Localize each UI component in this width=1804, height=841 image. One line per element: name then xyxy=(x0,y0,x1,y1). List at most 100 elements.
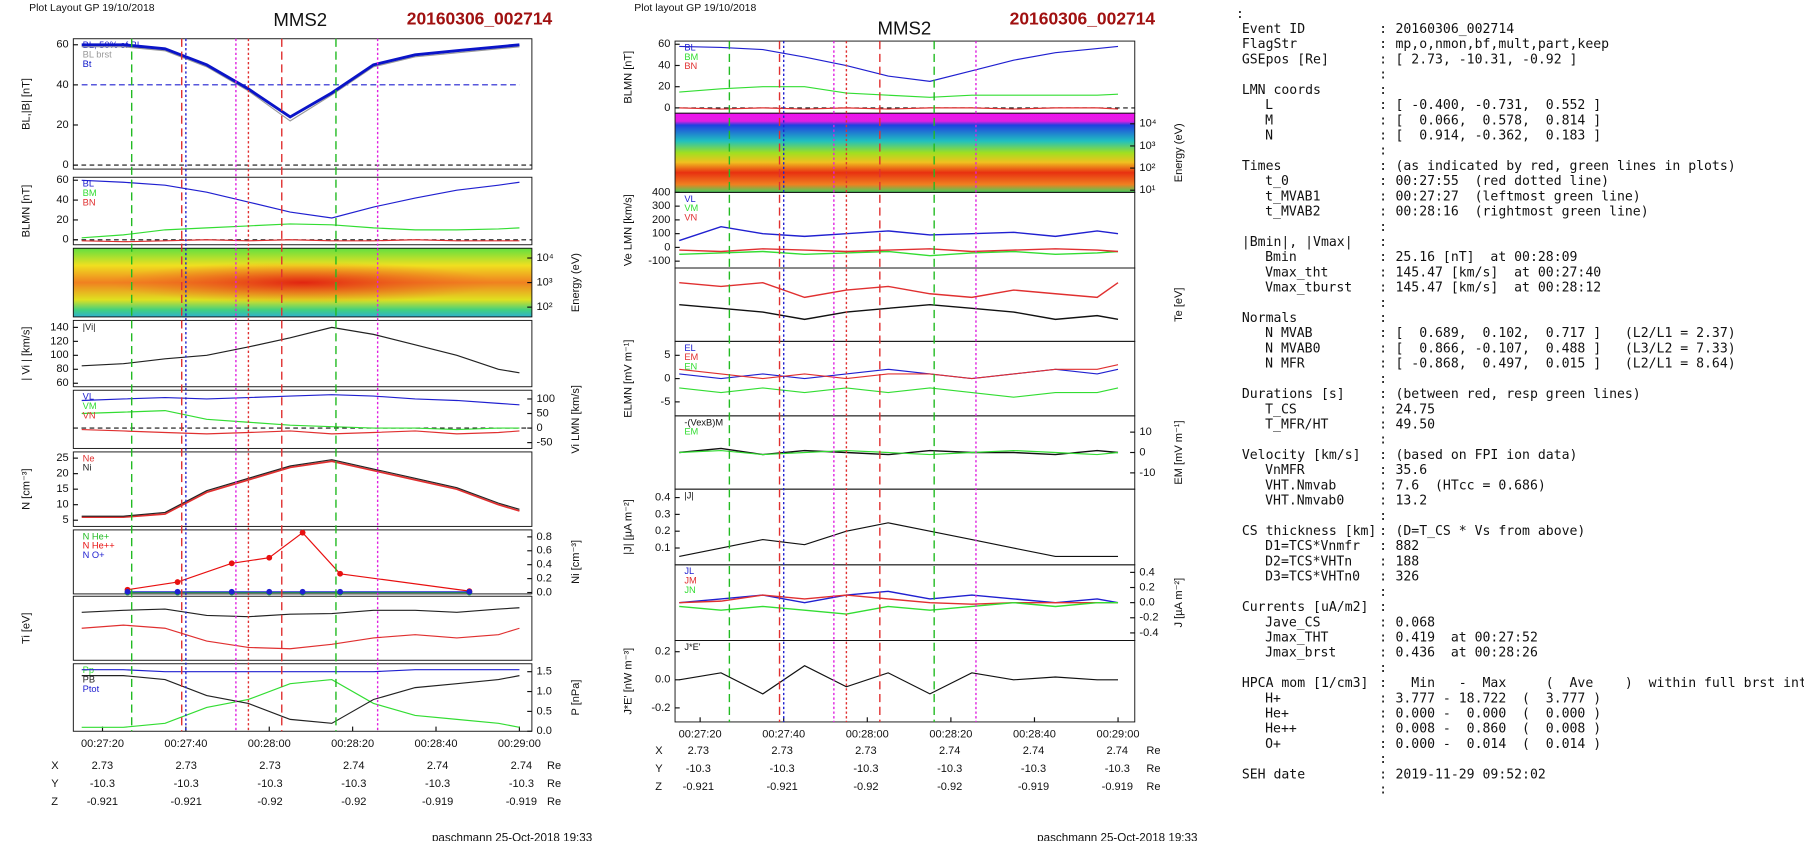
colon: : xyxy=(1379,463,1387,478)
y-tick-label: 0.4 xyxy=(537,559,552,571)
x-tick-label: 00:27:40 xyxy=(762,729,805,741)
eph-value: -0.919 xyxy=(422,796,453,808)
colon: : xyxy=(1379,585,1387,600)
series-line xyxy=(81,394,520,406)
y-tick-label: 400 xyxy=(652,186,670,198)
caption: Plot layout GP 19/10/2018 xyxy=(634,3,756,14)
event-id: 20160306_002714 xyxy=(407,9,553,29)
colon: : xyxy=(1379,737,1387,752)
panel-frame xyxy=(674,340,1136,417)
spectrogram-hot xyxy=(110,261,496,304)
info-key: H+ xyxy=(1265,691,1281,706)
colon: : xyxy=(1379,174,1387,189)
info-key: D2=TCS*VHTn xyxy=(1265,554,1352,569)
y-axis-label: Energy (eV) xyxy=(570,253,582,312)
eph-value: -10.3 xyxy=(90,778,115,790)
y-tick-label: 40 xyxy=(56,194,68,206)
y-axis-label: Te [eV] xyxy=(1173,287,1185,321)
y-axis-label: Ve LMN [km/s] xyxy=(622,194,634,266)
y-tick-label: 0.4 xyxy=(1139,566,1154,578)
x-tick-label: 00:27:40 xyxy=(164,738,207,750)
y-tick-label: 0.2 xyxy=(1139,581,1154,593)
panel-frame xyxy=(674,267,1136,342)
colon: : xyxy=(1379,235,1387,250)
y-axis-label: Energy (eV) xyxy=(1173,123,1185,182)
info-key: CS thickness [km] xyxy=(1242,524,1377,539)
y-tick-label: 0 xyxy=(664,102,670,114)
spectrogram xyxy=(675,113,1135,193)
data-point xyxy=(266,588,273,595)
y-axis-label: BL,|B| [nT] xyxy=(21,78,33,130)
info-value: 2019-11-29 09:52:02 xyxy=(1395,767,1545,782)
info-key: FlagStr xyxy=(1242,37,1297,52)
info-key: T_CS xyxy=(1265,402,1297,417)
series-line xyxy=(679,522,1119,558)
legend-entry: N He++ xyxy=(83,541,115,551)
panel-frame xyxy=(72,529,533,595)
x-tick-label: 00:28:00 xyxy=(846,729,889,741)
series-line xyxy=(679,45,1119,82)
y-tick-label: 100 xyxy=(652,228,670,240)
info-key: SEH date xyxy=(1242,767,1305,782)
info-key: VnMFR xyxy=(1265,463,1305,478)
panel-frame xyxy=(72,595,533,661)
legend-entry: Ptot xyxy=(83,684,100,694)
info-value: 3.777 - 18.722 ( 3.777 ) xyxy=(1395,691,1601,706)
info-key: Event ID xyxy=(1242,22,1305,37)
data-point xyxy=(299,588,306,595)
colon: : xyxy=(1379,250,1387,265)
eph-value: 2.73 xyxy=(771,745,793,757)
y-axis-label: ELMN [mV m⁻¹] xyxy=(622,339,634,417)
y-tick-label: 1.5 xyxy=(537,666,552,678)
info-key: Vmax_tht xyxy=(1265,265,1328,280)
eph-value: 2.74 xyxy=(343,760,365,772)
info-value: 00:27:55 (red dotted line) xyxy=(1395,174,1609,189)
y-tick-label: 20 xyxy=(56,214,68,226)
y-tick-label: 80 xyxy=(56,363,68,375)
eph-value: -10.3 xyxy=(770,763,795,775)
series-line xyxy=(81,678,520,728)
y-tick-label: 0 xyxy=(664,373,670,385)
info-value: 0.419 at 00:27:52 xyxy=(1395,630,1537,645)
x-tick-label: 00:28:00 xyxy=(248,738,291,750)
y-tick-label: 10 xyxy=(1139,426,1151,438)
colon: : xyxy=(1379,646,1387,661)
colon: : xyxy=(1379,281,1387,296)
colon: : xyxy=(1379,189,1387,204)
colon: : xyxy=(1379,661,1387,676)
series-line xyxy=(679,368,1119,380)
info-value: 20160306_002714 xyxy=(1395,22,1514,37)
info-key: L xyxy=(1265,98,1273,113)
colon: : xyxy=(1379,539,1387,554)
legend-entry: BN xyxy=(684,61,697,71)
legend-entry: EM xyxy=(684,427,698,437)
y-axis-label: BLMN [nT] xyxy=(21,185,33,238)
eph-value: 2.73 xyxy=(855,745,877,757)
data-point xyxy=(466,588,473,595)
series-line xyxy=(679,387,1119,398)
eph-value: -10.3 xyxy=(509,778,534,790)
info-value: 00:27:27 (leftmost green line) xyxy=(1395,189,1640,204)
y-axis-label: J [µA m⁻²] xyxy=(1173,578,1185,628)
footer: paschmann 25-Oct-2018 19:33 xyxy=(432,831,592,841)
panel-frame xyxy=(674,640,1136,723)
info-key: Jmax_brst xyxy=(1265,646,1336,661)
series-line xyxy=(81,179,520,219)
info-value: [ -0.868, 0.497, 0.015 ] (L2/L1 = 8.64) xyxy=(1395,357,1735,372)
y-tick-label: 10³ xyxy=(1139,140,1155,152)
eph-value: -0.921 xyxy=(87,796,118,808)
colon: : xyxy=(1379,83,1387,98)
info-key: Times xyxy=(1242,159,1282,174)
series-line xyxy=(679,665,1119,695)
info-key: |Bmin|, |Vmax| xyxy=(1242,235,1353,250)
info-key: t_0 xyxy=(1265,174,1289,189)
series-line xyxy=(81,223,520,239)
colon: : xyxy=(1379,296,1387,311)
y-tick-label: 50 xyxy=(537,407,549,419)
y-tick-label: 1.0 xyxy=(537,685,552,697)
colon: : xyxy=(1379,418,1387,433)
legend-entry: EM xyxy=(684,352,698,362)
y-tick-label: 0.2 xyxy=(537,573,552,585)
y-tick-label: -100 xyxy=(648,255,670,267)
